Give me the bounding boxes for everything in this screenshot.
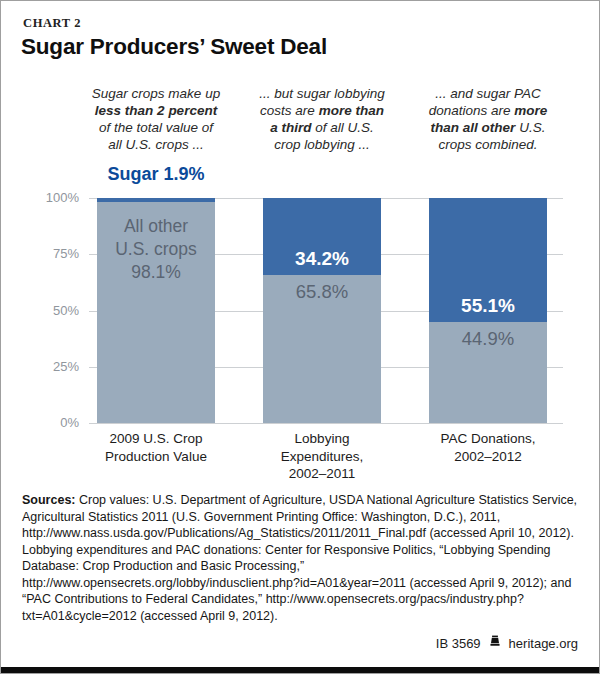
- annotation-lobbying: ... but sugar lobbying costs are more th…: [232, 85, 412, 153]
- y-axis-tick-0: 0%: [21, 415, 79, 430]
- y-axis-tick-50: 50%: [21, 303, 79, 318]
- stacked-bar-production-value: All other U.S. crops 98.1%: [97, 198, 215, 423]
- other-crops-segment-label: All other U.S. crops 98.1%: [97, 202, 215, 284]
- sugar-segment-label: 34.2%: [295, 248, 349, 275]
- plot-area: All other U.S. crops 98.1% 34.2% 65.8% 5…: [89, 198, 563, 423]
- y-axis-tick-100: 100%: [21, 190, 79, 205]
- sugar-segment: 34.2%: [263, 198, 381, 275]
- other-crops-segment-label: 65.8%: [263, 275, 381, 303]
- category-label-pac: PAC Donations, 2002–2012: [405, 430, 571, 465]
- sources-note: Sources: Crop values: U.S. Department of…: [22, 492, 582, 624]
- sugar-share-callout: Sugar 1.9%: [77, 164, 235, 185]
- footer: IB 3569 heritage.org: [436, 635, 578, 652]
- report-id: IB 3569: [436, 636, 481, 651]
- other-crops-segment: 44.9%: [429, 322, 547, 423]
- other-crops-segment: 65.8%: [263, 275, 381, 423]
- sugar-segment-label: 55.1%: [461, 295, 515, 322]
- chart-kicker: CHART 2: [23, 16, 81, 31]
- category-label-production-value: 2009 U.S. Crop Production Value: [73, 430, 239, 465]
- bottom-rule: [1, 667, 599, 673]
- stacked-bar-lobbying: 34.2% 65.8%: [263, 198, 381, 423]
- stacked-bar-pac: 55.1% 44.9%: [429, 198, 547, 423]
- y-axis-tick-75: 75%: [21, 246, 79, 261]
- chart-page: CHART 2 Sugar Producers’ Sweet Deal Suga…: [0, 0, 600, 674]
- gridline-0: [89, 423, 563, 424]
- liberty-bell-icon: [488, 635, 502, 652]
- sugar-segment: 55.1%: [429, 198, 547, 322]
- annotation-production-value: Sugar crops make up less than 2 percent …: [66, 85, 246, 153]
- page-title: Sugar Producers’ Sweet Deal: [21, 34, 327, 60]
- other-crops-segment: All other U.S. crops 98.1%: [97, 202, 215, 423]
- annotation-pac: ... and sugar PAC donations are more tha…: [398, 85, 578, 153]
- site-name: heritage.org: [509, 636, 578, 651]
- other-crops-segment-label: 44.9%: [429, 322, 547, 350]
- category-label-lobbying: Lobbying Expenditures, 2002–2011: [239, 430, 405, 483]
- y-axis-tick-25: 25%: [21, 359, 79, 374]
